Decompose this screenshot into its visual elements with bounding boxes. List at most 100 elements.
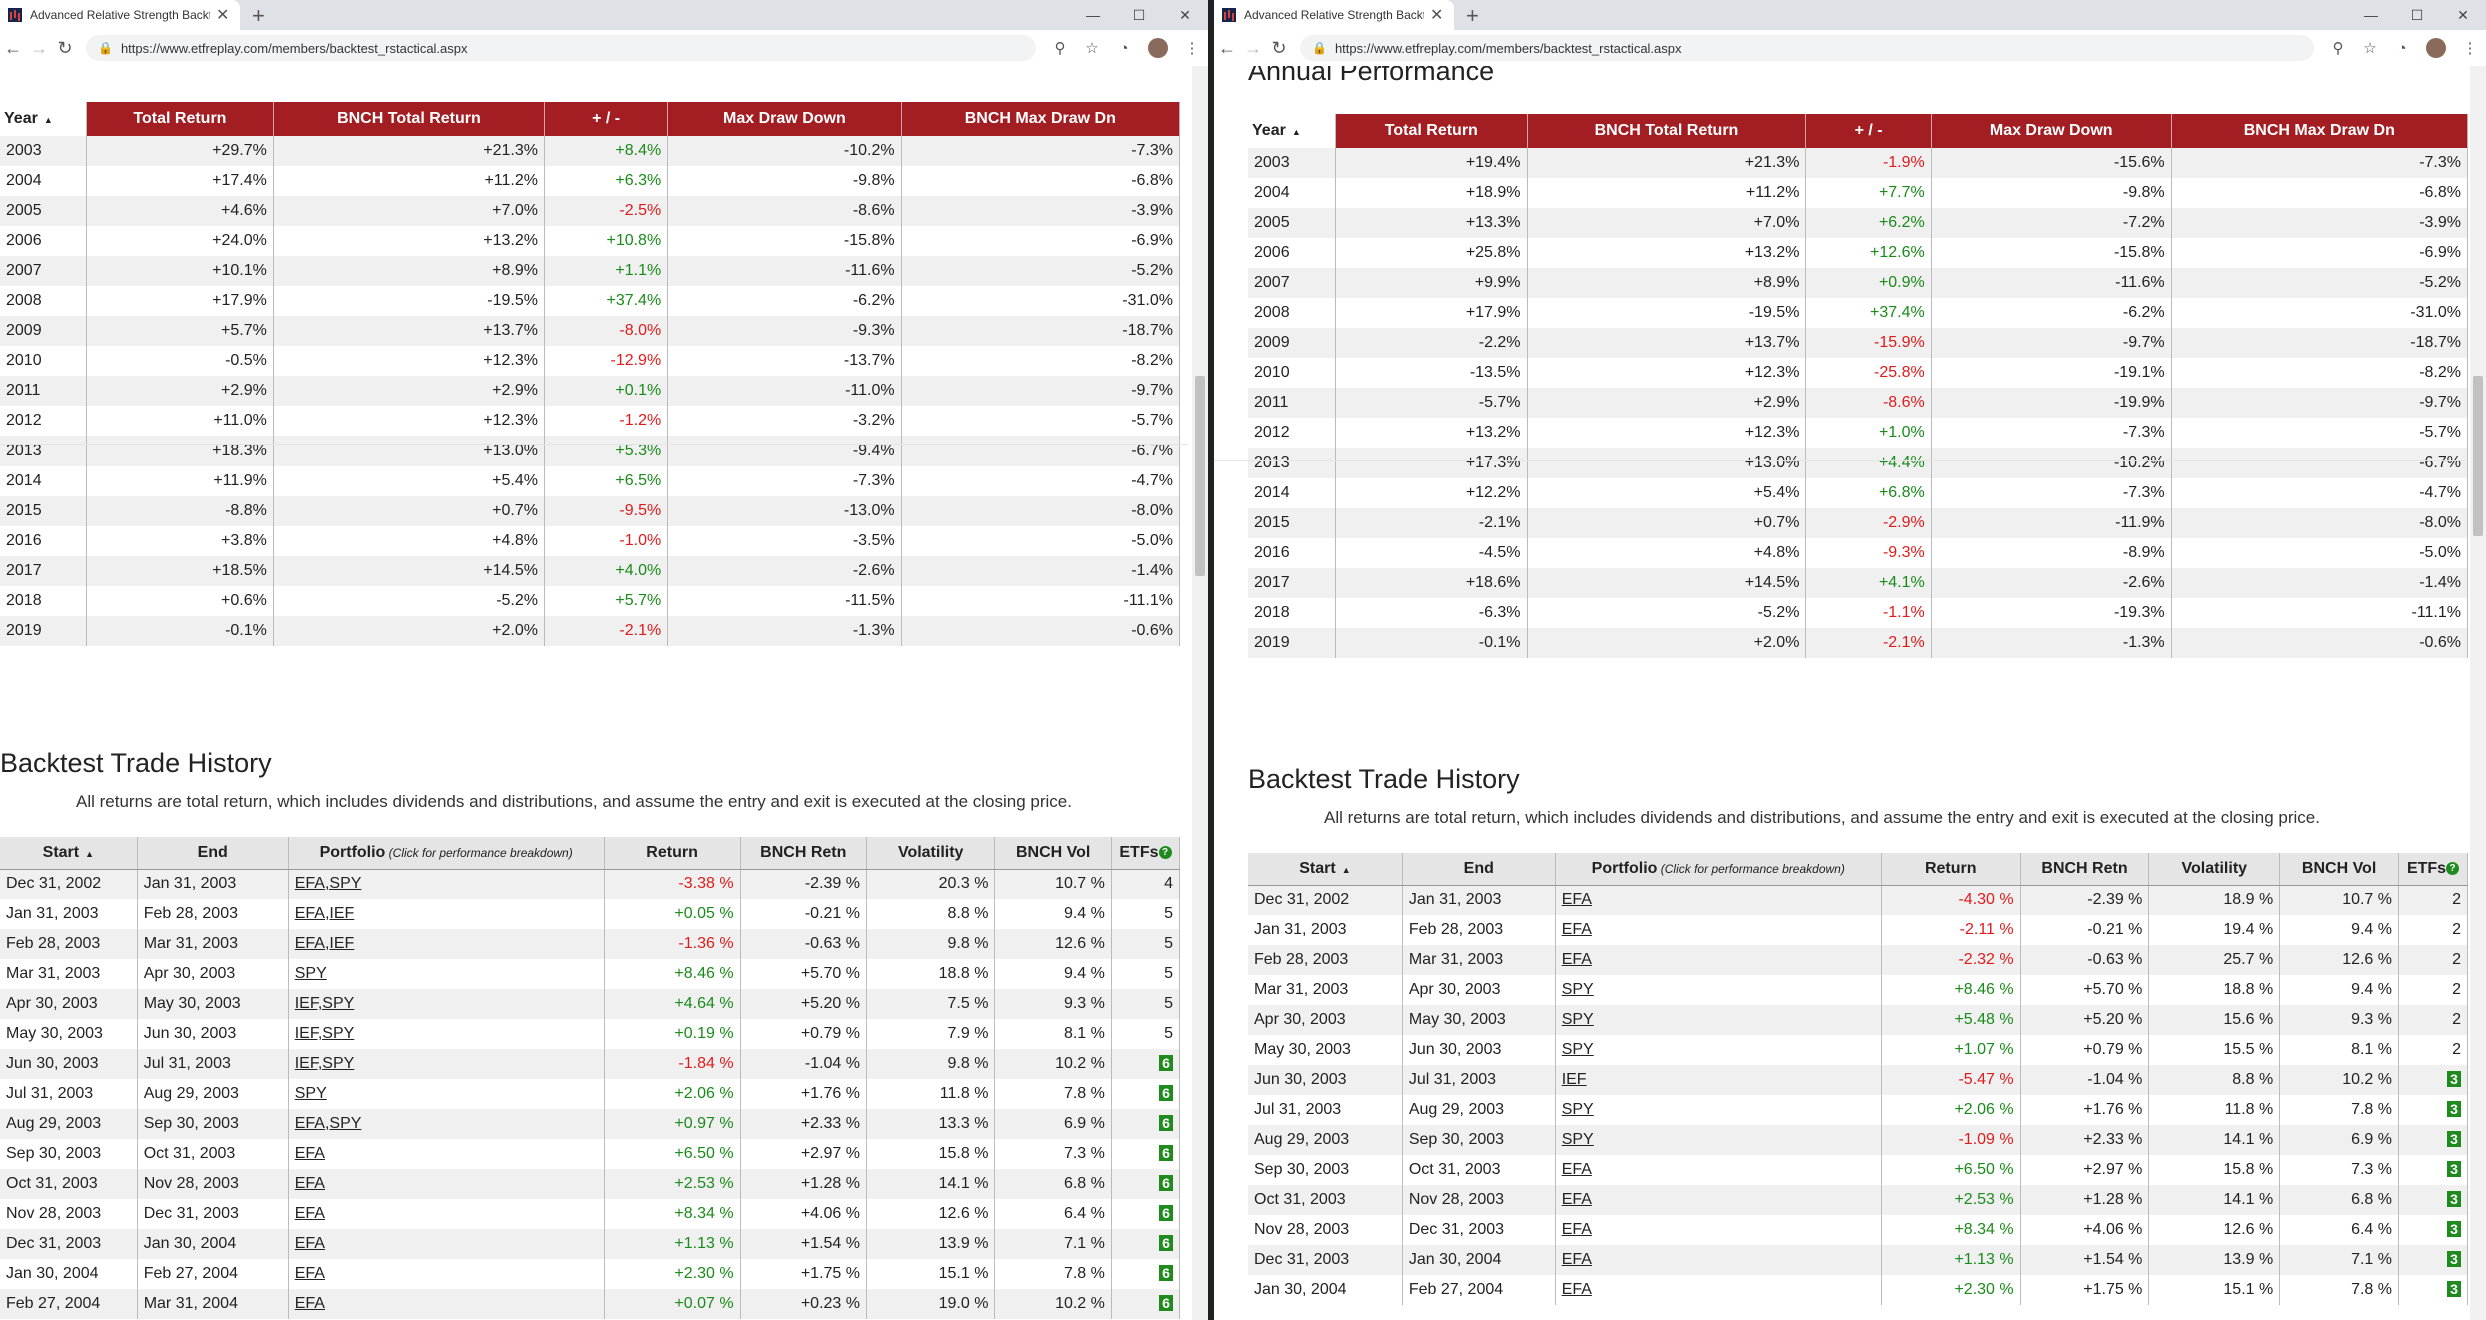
portfolio-link[interactable]: EFA — [294, 1145, 325, 1162]
reload-icon[interactable]: ↻ — [1271, 37, 1287, 58]
portfolio-link[interactable]: EFA — [1561, 1191, 1592, 1208]
column-header[interactable]: BNCH Max Draw Dn — [2171, 114, 2469, 148]
minimize-icon[interactable]: — — [1086, 7, 1100, 23]
portfolio-link[interactable]: EFA — [1561, 1281, 1592, 1298]
menu-icon[interactable]: ⋮ — [1184, 40, 1200, 57]
scrollbar[interactable] — [1192, 66, 1208, 1320]
portfolio-link[interactable]: EFA — [294, 1175, 325, 1192]
column-header-vol[interactable]: Volatility — [2148, 853, 2281, 886]
url-field[interactable]: 🔒 https://www.etfreplay.com/members/back… — [86, 35, 1036, 61]
help-icon[interactable]: ? — [2446, 862, 2460, 876]
table-cell: EFA — [1555, 945, 1882, 975]
minimize-icon[interactable]: — — [2364, 7, 2378, 23]
column-header[interactable]: BNCH Max Draw Dn — [901, 102, 1181, 136]
back-icon[interactable]: ← — [1218, 37, 1236, 58]
star-icon[interactable]: ☆ — [1085, 40, 1099, 57]
browser-tab[interactable]: Advanced Relative Strength Backtest ✕ — [0, 0, 240, 30]
portfolio-link[interactable]: IEF,SPY — [294, 1055, 355, 1072]
browser-tab[interactable]: Advanced Relative Strength Backtest ✕ — [1214, 0, 1454, 30]
zoom-icon[interactable]: ⚲ — [2332, 40, 2344, 57]
table-row: 2015 -2.1% +0.7% -2.9% -11.9% -8.0% — [1248, 508, 2469, 538]
portfolio-link[interactable]: SPY — [1561, 1011, 1594, 1028]
portfolio-link[interactable]: EFA — [294, 1235, 325, 1252]
avatar[interactable] — [2426, 38, 2446, 58]
portfolio-link[interactable]: IEF,SPY — [294, 1025, 355, 1042]
portfolio-link[interactable]: IEF — [1561, 1071, 1587, 1088]
column-header[interactable]: + / - — [1805, 114, 1932, 148]
column-header-bvol[interactable]: BNCH Vol — [994, 837, 1112, 870]
portfolio-link[interactable]: SPY — [1561, 981, 1594, 998]
tab-close-icon[interactable]: ✕ — [1430, 7, 1444, 24]
column-header[interactable]: Total Return — [86, 102, 274, 136]
tab-close-icon[interactable]: ✕ — [216, 7, 230, 24]
url-field[interactable]: 🔒 https://www.etfreplay.com/members/back… — [1300, 35, 2314, 61]
portfolio-link[interactable]: SPY — [1561, 1041, 1594, 1058]
close-window-icon[interactable]: ✕ — [2457, 6, 2469, 23]
column-header[interactable]: BNCH Total Return — [1527, 114, 1807, 148]
forward-icon[interactable]: → — [30, 37, 48, 58]
portfolio-link[interactable]: EFA — [1561, 1161, 1592, 1178]
column-header[interactable]: Max Draw Down — [1931, 114, 2172, 148]
portfolio-link[interactable]: EFA — [1561, 1251, 1592, 1268]
column-header-bvol[interactable]: BNCH Vol — [2279, 853, 2399, 886]
table-cell: +14.5% — [273, 556, 545, 586]
extension-icon[interactable]: ◔ — [1119, 39, 1129, 57]
column-header-vol[interactable]: Volatility — [866, 837, 996, 870]
column-header-bret[interactable]: BNCH Retn — [2020, 853, 2150, 886]
portfolio-link[interactable]: EFA — [294, 1295, 325, 1312]
table-cell: -5.2% — [2171, 268, 2469, 298]
column-header-etfs[interactable]: ETFs? — [1111, 837, 1181, 870]
avatar[interactable] — [1148, 38, 1168, 58]
portfolio-link[interactable]: EFA,SPY — [294, 875, 362, 893]
column-header-ret[interactable]: Return — [604, 837, 741, 870]
forward-icon[interactable]: → — [1244, 37, 1262, 58]
portfolio-link[interactable]: EFA — [1561, 951, 1592, 968]
column-header[interactable]: Year ▲ — [1248, 114, 1337, 148]
column-header[interactable]: Max Draw Down — [667, 102, 902, 136]
back-icon[interactable]: ← — [4, 37, 22, 58]
portfolio-link[interactable]: EFA,IEF — [294, 905, 355, 922]
column-header-end[interactable]: End — [137, 837, 289, 870]
table-cell: Aug 29, 2003 — [137, 1079, 289, 1109]
portfolio-link[interactable]: EFA,IEF — [294, 935, 355, 952]
column-header[interactable]: Total Return — [1335, 114, 1528, 148]
portfolio-link[interactable]: EFA — [1561, 1221, 1592, 1238]
etf-count-badge: 3 — [2447, 1101, 2461, 1117]
portfolio-link[interactable]: EFA,SPY — [294, 1115, 362, 1132]
portfolio-link[interactable]: EFA — [1561, 921, 1592, 938]
maximize-icon[interactable]: ☐ — [2410, 6, 2424, 23]
portfolio-link[interactable]: SPY — [1561, 1101, 1594, 1118]
column-header[interactable]: BNCH Total Return — [273, 102, 545, 136]
column-header-start[interactable]: Start ▲ — [1248, 853, 1403, 886]
portfolio-link[interactable]: EFA — [294, 1265, 325, 1282]
help-icon[interactable]: ? — [1158, 846, 1172, 860]
reload-icon[interactable]: ↻ — [57, 37, 73, 58]
column-header[interactable]: + / - — [544, 102, 669, 136]
portfolio-link[interactable]: EFA — [1561, 891, 1592, 909]
column-header-portfolio[interactable]: Portfolio (Click for performance breakdo… — [1555, 853, 1882, 886]
scrollbar-thumb[interactable] — [1195, 376, 1205, 576]
column-header-ret[interactable]: Return — [1881, 853, 2021, 886]
portfolio-link[interactable]: SPY — [294, 965, 327, 982]
column-header-start[interactable]: Start ▲ — [0, 837, 138, 870]
menu-icon[interactable]: ⋮ — [2462, 40, 2478, 57]
portfolio-link[interactable]: SPY — [294, 1085, 327, 1102]
column-header-etfs[interactable]: ETFs? — [2398, 853, 2468, 886]
table-cell: 9.4 % — [2279, 975, 2399, 1005]
portfolio-link[interactable]: EFA — [294, 1205, 325, 1222]
column-header-portfolio[interactable]: Portfolio (Click for performance breakdo… — [288, 837, 605, 870]
extension-icon[interactable]: ◔ — [2397, 39, 2407, 57]
new-tab-icon[interactable]: + — [252, 3, 265, 28]
column-header-bret[interactable]: BNCH Retn — [740, 837, 867, 870]
portfolio-link[interactable]: SPY — [1561, 1131, 1594, 1148]
close-window-icon[interactable]: ✕ — [1179, 6, 1191, 23]
scrollbar-thumb[interactable] — [2473, 376, 2483, 536]
column-header-end[interactable]: End — [1402, 853, 1556, 886]
portfolio-link[interactable]: IEF,SPY — [294, 995, 355, 1012]
zoom-icon[interactable]: ⚲ — [1054, 40, 1066, 57]
new-tab-icon[interactable]: + — [1466, 3, 1479, 28]
maximize-icon[interactable]: ☐ — [1132, 6, 1146, 23]
column-header[interactable]: Year ▲ — [0, 102, 87, 136]
star-icon[interactable]: ☆ — [2363, 40, 2377, 57]
scrollbar[interactable] — [2470, 66, 2486, 1320]
